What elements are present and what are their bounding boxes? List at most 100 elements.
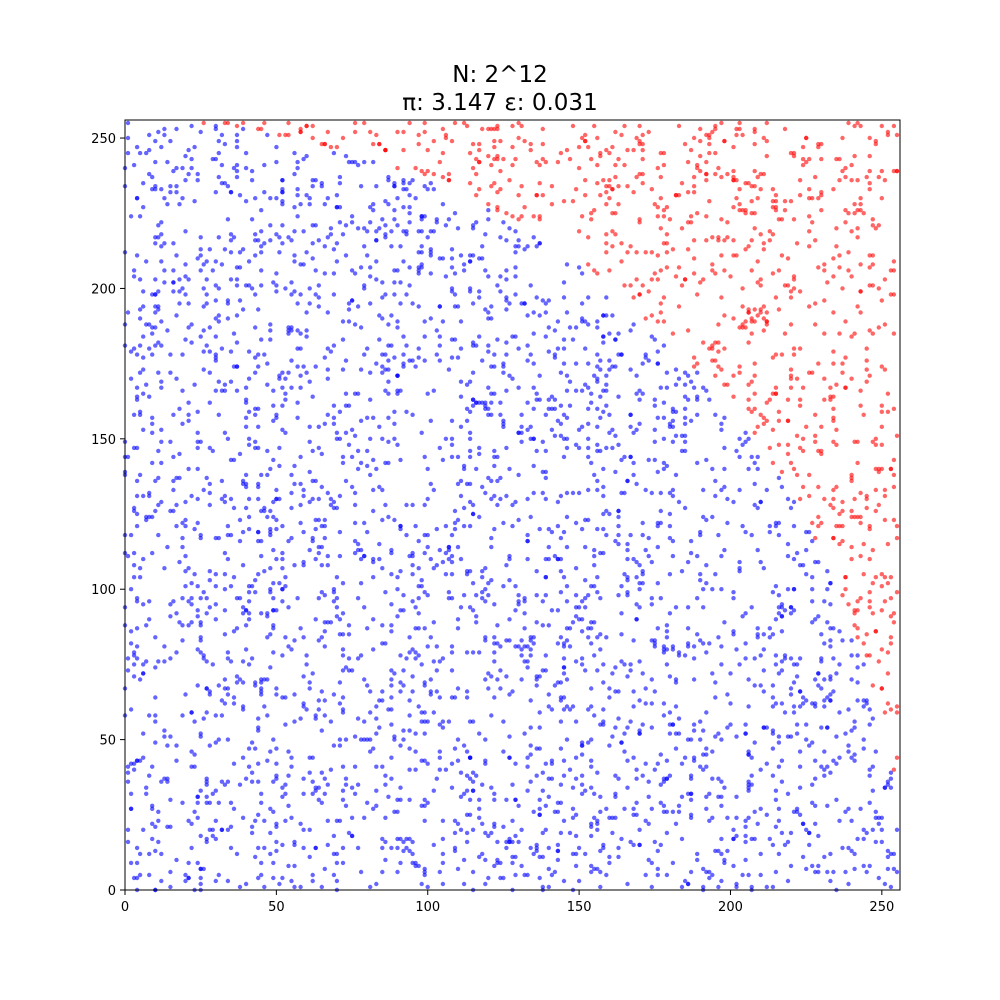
point-inside <box>834 734 839 739</box>
point-inside <box>719 662 724 667</box>
point-inside <box>259 860 264 866</box>
point-outside <box>616 202 621 207</box>
point-inside <box>392 421 397 426</box>
point-inside <box>567 644 573 649</box>
point-inside <box>392 436 397 441</box>
point-inside <box>722 785 727 790</box>
point-inside <box>891 866 897 872</box>
point-outside <box>794 472 800 478</box>
point-inside <box>480 596 485 601</box>
point-inside <box>374 704 379 709</box>
point-outside <box>746 181 751 186</box>
point-inside <box>362 553 367 559</box>
point-outside <box>637 171 642 177</box>
point-inside <box>198 833 203 839</box>
point-inside <box>325 412 330 417</box>
point-outside <box>776 418 782 423</box>
point-inside <box>355 466 361 472</box>
point-inside <box>470 397 476 402</box>
point-inside <box>153 824 158 829</box>
point-inside <box>770 683 776 688</box>
point-inside <box>243 165 249 171</box>
point-inside <box>528 743 533 748</box>
point-outside <box>773 295 779 300</box>
point-inside <box>770 704 776 709</box>
point-inside <box>134 860 140 866</box>
point-inside <box>177 620 182 625</box>
point-outside <box>828 394 833 399</box>
point-inside <box>713 493 718 499</box>
point-inside <box>676 653 682 658</box>
point-outside <box>613 232 618 237</box>
point-inside <box>525 659 530 664</box>
point-outside <box>800 156 806 162</box>
point-outside <box>695 292 700 297</box>
point-outside <box>449 138 455 144</box>
point-inside <box>576 427 582 432</box>
point-inside <box>259 508 264 514</box>
point-inside <box>243 397 249 402</box>
point-inside <box>225 556 231 562</box>
point-inside <box>177 475 182 481</box>
point-inside <box>698 764 703 769</box>
point-inside <box>395 836 400 842</box>
point-inside <box>722 547 727 553</box>
point-inside <box>249 168 255 174</box>
point-inside <box>213 298 218 303</box>
point-inside <box>564 490 570 496</box>
point-inside <box>431 659 436 664</box>
point-inside <box>528 647 533 652</box>
point-inside <box>804 866 809 872</box>
point-inside <box>228 238 234 243</box>
point-inside <box>383 590 388 595</box>
point-inside <box>470 370 476 375</box>
point-inside <box>219 713 225 718</box>
point-inside <box>610 734 615 739</box>
point-inside <box>377 484 382 490</box>
point-inside <box>540 439 545 444</box>
point-outside <box>661 150 667 156</box>
point-inside <box>616 854 621 860</box>
point-inside <box>156 129 161 135</box>
point-inside <box>204 292 209 297</box>
point-outside <box>537 162 542 168</box>
point-inside <box>243 150 249 156</box>
point-inside <box>416 566 421 571</box>
point-inside <box>637 659 642 664</box>
point-inside <box>219 162 225 168</box>
point-inside <box>688 418 694 423</box>
point-inside <box>649 860 654 866</box>
point-inside <box>604 445 609 451</box>
point-inside <box>422 866 427 872</box>
point-inside <box>746 785 751 790</box>
point-inside <box>386 439 391 444</box>
point-inside <box>598 809 603 814</box>
point-inside <box>307 686 312 691</box>
point-inside <box>128 532 134 538</box>
point-inside <box>592 653 597 658</box>
point-inside <box>579 316 585 321</box>
point-inside <box>207 692 212 697</box>
point-inside <box>153 159 158 165</box>
point-inside <box>779 701 785 706</box>
point-inside <box>661 803 667 808</box>
point-inside <box>286 605 291 610</box>
point-outside <box>858 520 863 526</box>
point-inside <box>183 523 188 529</box>
point-inside <box>228 250 234 255</box>
point-inside <box>483 566 488 571</box>
point-inside <box>401 205 406 210</box>
point-inside <box>165 544 170 550</box>
point-outside <box>852 123 857 129</box>
point-inside <box>422 797 427 802</box>
point-inside <box>688 773 694 778</box>
point-inside <box>440 818 446 823</box>
point-inside <box>243 283 249 288</box>
point-outside <box>467 181 473 186</box>
point-inside <box>825 869 830 875</box>
point-outside <box>879 196 884 201</box>
point-inside <box>319 689 324 694</box>
point-inside <box>298 520 303 526</box>
point-outside <box>867 599 872 604</box>
